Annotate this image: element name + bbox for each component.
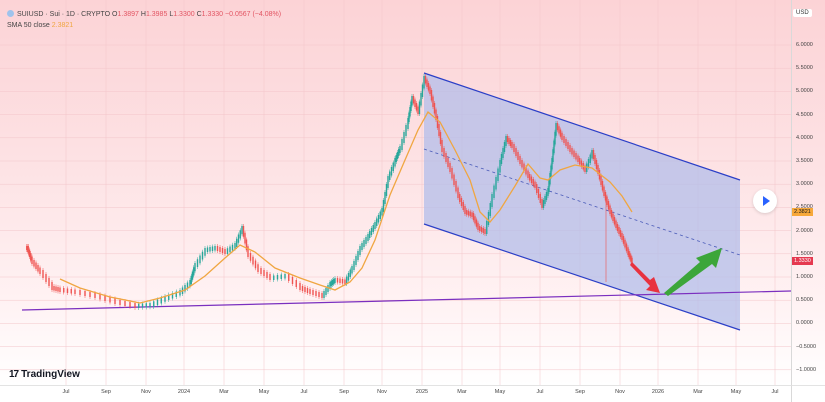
price-tick-label: 1.5000 — [796, 250, 813, 257]
price-tick-label: 6.0000 — [796, 42, 813, 48]
price-tick-label: 3.0000 — [796, 181, 813, 188]
indicator-value: 2.3821 — [51, 22, 74, 29]
price-tick-label: 4.5000 — [796, 111, 813, 118]
price-tick-label: 1.0000 — [796, 274, 813, 280]
low-label: L — [169, 11, 174, 18]
change-value: −0.0567 (−4.08%) — [225, 11, 282, 18]
price-tick-label: 2.5000 — [796, 204, 813, 210]
time-tick-label: 2024 — [177, 389, 191, 395]
price-tick-label: −0.5000 — [796, 343, 817, 350]
time-tick-label: Nov — [377, 389, 387, 395]
high-label: H — [140, 11, 146, 18]
high-value: 1.3985 — [145, 11, 168, 18]
symbol-title[interactable]: SUIUSD · Sui · 1D · CRYPTO — [17, 11, 111, 18]
time-tick-label: May — [730, 389, 742, 395]
time-tick-label: 2026 — [651, 389, 665, 395]
open-label: O — [112, 11, 118, 18]
sma-price-badge: 2.3821 — [792, 208, 813, 216]
sui-logo-icon — [7, 10, 14, 17]
time-tick-label: Sep — [575, 389, 585, 395]
last-price-badge: 1.3330 — [792, 257, 813, 265]
time-tick-label: Jul — [62, 389, 70, 395]
price-tick-label: 3.5000 — [796, 158, 813, 164]
chart-legend: SUIUSD · Sui · 1D · CRYPTO O1.3897 H1.39… — [7, 10, 281, 29]
price-tick-label: 5.0000 — [796, 88, 813, 95]
logo-text: TradingView — [21, 369, 80, 380]
axis-corner — [791, 385, 825, 402]
time-tick-label: Mar — [457, 389, 467, 395]
time-tick-label: Jul — [536, 389, 544, 395]
price-tick-label: 4.0000 — [796, 134, 813, 141]
time-tick-label: 2025 — [415, 389, 429, 395]
indicator-label[interactable]: SMA 50 close — [7, 22, 50, 29]
price-tick-label: −1.0000 — [796, 366, 817, 373]
tradingview-logo[interactable]: 17 TradingView — [9, 369, 80, 380]
price-tick-label: 0.0000 — [796, 320, 813, 327]
low-value: 1.3300 — [173, 11, 195, 18]
time-tick-label: Nov — [615, 389, 625, 395]
price-tick-label: 0.5000 — [796, 297, 813, 304]
time-tick-label: Mar — [219, 389, 229, 395]
time-tick-label: May — [258, 389, 270, 395]
time-tick-label: Jul — [771, 389, 779, 395]
close-label: C — [196, 11, 202, 18]
time-tick-label: Sep — [101, 389, 111, 395]
plot-svg — [0, 0, 791, 385]
time-tick-label: Nov — [141, 389, 151, 395]
open-value: 1.3897 — [117, 11, 139, 18]
currency-selector[interactable]: USD — [793, 9, 812, 17]
channel-fill — [424, 73, 740, 330]
time-tick-label: May — [494, 389, 506, 395]
time-tick-label: Sep — [339, 389, 349, 395]
time-tick-label: Mar — [693, 389, 703, 395]
scroll-to-realtime-button[interactable] — [753, 189, 777, 213]
time-axis[interactable] — [0, 385, 791, 402]
price-axis[interactable] — [791, 0, 825, 385]
tradingview-mark-icon: 17 — [9, 369, 19, 380]
price-tick-label: 2.0000 — [796, 227, 813, 234]
time-tick-label: Jul — [300, 389, 308, 395]
price-tick-label: 5.5000 — [796, 65, 813, 72]
close-value: 1.3330 — [201, 11, 224, 18]
